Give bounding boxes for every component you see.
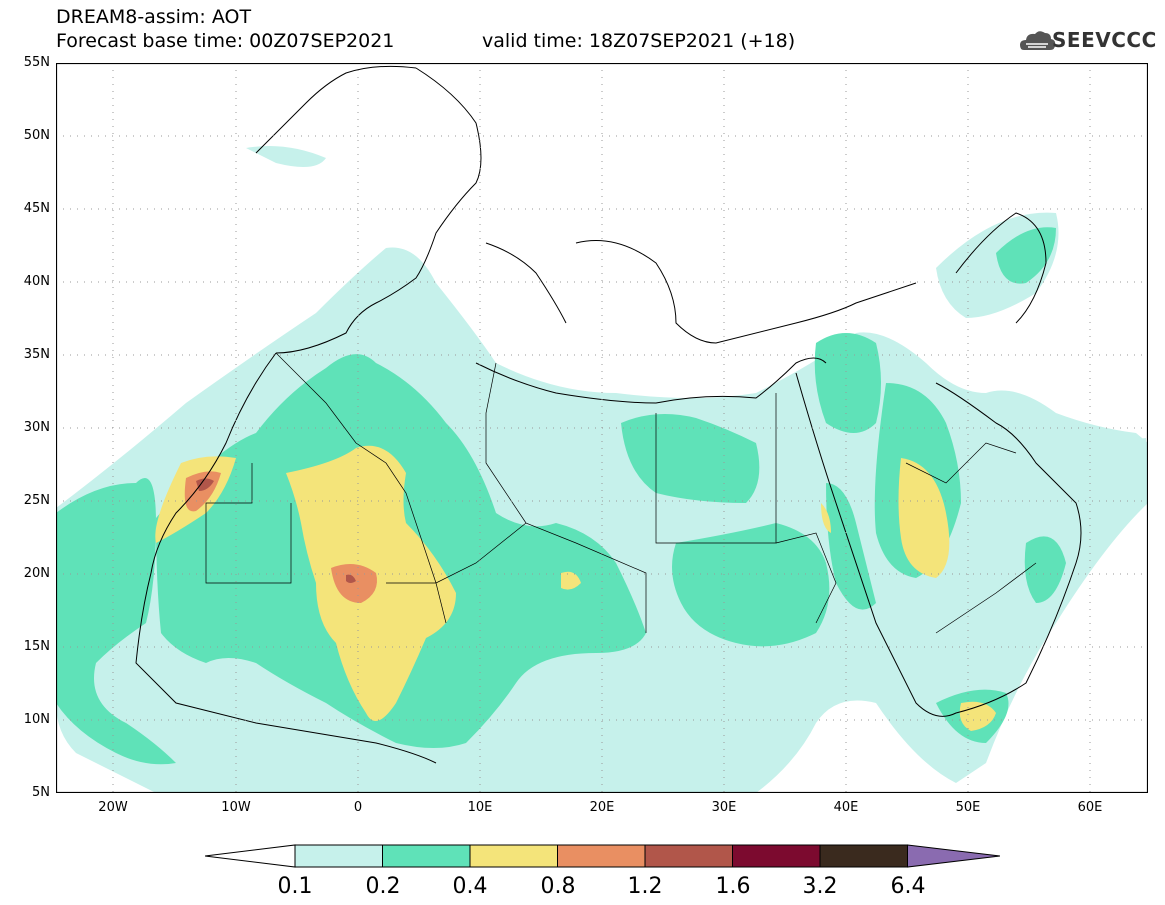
colorbar-cell: [732, 844, 821, 868]
colorbar-cell: [557, 844, 646, 868]
logo-text: SEEVCCC: [1052, 28, 1157, 52]
lon-label: 10E: [467, 800, 493, 815]
colorbar-label: 0.8: [540, 874, 576, 899]
lat-label: 20N: [23, 566, 50, 581]
lon-label: 30E: [711, 800, 737, 815]
aot-field-extreme: [196, 478, 356, 583]
colorbar-cell: [382, 844, 471, 868]
graticule: [56, 63, 1148, 793]
lon-label: 40E: [833, 800, 859, 815]
lat-label: 10N: [23, 712, 50, 727]
colorbar-under-arrow: [205, 844, 296, 868]
colorbar-cell: [644, 844, 733, 868]
coastlines: [135, 65, 1082, 764]
lon-label: 20E: [589, 800, 615, 815]
colorbar-label: 0.4: [452, 874, 488, 899]
colorbar-cell: [469, 844, 558, 868]
colorbar-cell: [819, 844, 908, 868]
lat-label: 30N: [23, 420, 50, 435]
forecast-base-time: Forecast base time: 00Z07SEP2021: [56, 30, 395, 52]
colorbar-label: 3.2: [802, 874, 838, 899]
colorbar-over-arrow: [907, 844, 1000, 868]
lon-label: 50E: [955, 800, 981, 815]
colorbar-label: 1.2: [627, 874, 663, 899]
lon-label: 10W: [221, 800, 251, 815]
colorbar-cell: [294, 844, 383, 868]
lat-label: 40N: [23, 274, 50, 289]
borders: [205, 352, 1037, 634]
map-title: DREAM8-assim: AOT: [56, 6, 252, 28]
lon-label: 20W: [98, 800, 128, 815]
lat-label: 5N: [32, 785, 50, 800]
colorbar-label: 0.1: [277, 874, 313, 899]
colorbar-label: 0.2: [365, 874, 401, 899]
colorbar: [205, 844, 1000, 868]
lat-label: 35N: [23, 347, 50, 362]
colorbar-label: 1.6: [715, 874, 751, 899]
lat-label: 55N: [23, 55, 50, 70]
lat-label: 50N: [23, 128, 50, 143]
colorbar-label: 6.4: [890, 874, 926, 899]
lat-label: 25N: [23, 493, 50, 508]
lat-label: 15N: [23, 639, 50, 654]
lon-label: 0: [353, 800, 363, 815]
lat-label: 45N: [23, 201, 50, 216]
cloud-logo-icon: [1020, 31, 1056, 50]
aot-map: [56, 63, 1148, 793]
valid-time: valid time: 18Z07SEP2021 (+18): [482, 30, 796, 52]
lon-label: 60E: [1077, 800, 1103, 815]
